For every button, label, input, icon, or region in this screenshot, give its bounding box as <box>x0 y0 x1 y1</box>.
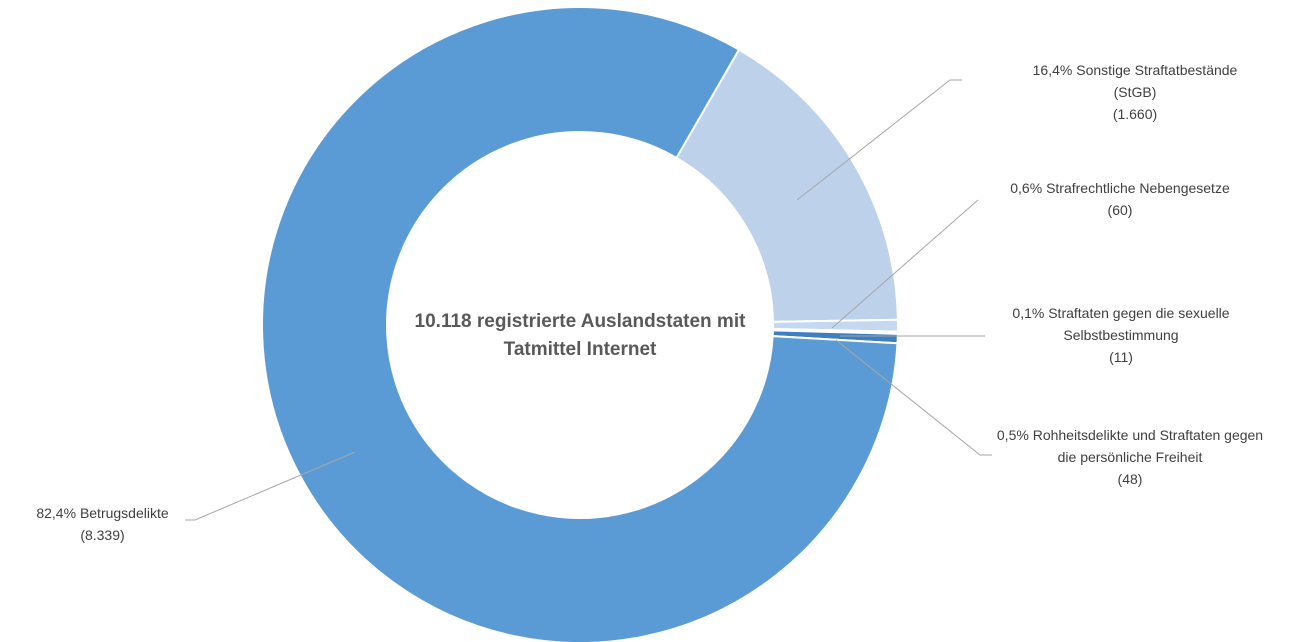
category-label: Betrugsdelikte <box>79 505 169 521</box>
value-label: (8.339) <box>80 527 125 543</box>
leader-line <box>831 199 979 329</box>
percent-label: 0,1% <box>1012 305 1045 321</box>
percent-label: 16,4% <box>1032 62 1073 78</box>
category-label: Sonstige Straftatbestände (StGB) <box>1076 62 1238 100</box>
percent-label: 0,5% <box>996 427 1029 443</box>
percent-label: 82,4% <box>36 505 77 521</box>
data-label: 0,1% Straftaten gegen die sexuelle Selbs… <box>993 302 1249 368</box>
value-label: (48) <box>1117 471 1143 487</box>
chart-title: 10.118 registrierte Auslandstaten mit Ta… <box>414 311 746 360</box>
data-label: 0,5% Rohheitsdelikte und Straftaten gege… <box>995 424 1265 490</box>
percent-label: 0,6% <box>1010 180 1043 196</box>
slice <box>675 48 899 323</box>
data-label: 0,6% Strafrechtliche Nebengesetze (60) <box>995 177 1245 221</box>
category-label: Straftaten gegen die sexuelle Selbstbest… <box>1048 305 1230 343</box>
category-label: Rohheitsdelikte und Straftaten gegen die… <box>1032 427 1264 465</box>
slice <box>261 6 899 642</box>
leader-line <box>796 79 962 201</box>
value-label: (11) <box>1109 349 1133 365</box>
leader-line <box>185 451 356 521</box>
value-label: (1.660) <box>1112 106 1158 122</box>
leader-line <box>835 339 992 456</box>
data-label: 82,4% Betrugsdelikte (8.339) <box>0 502 205 546</box>
value-label: (60) <box>1107 202 1133 218</box>
category-label: Strafrechtliche Nebengesetze <box>1046 180 1230 196</box>
data-label: 16,4% Sonstige Straftatbestände (StGB) (1… <box>1010 59 1260 125</box>
